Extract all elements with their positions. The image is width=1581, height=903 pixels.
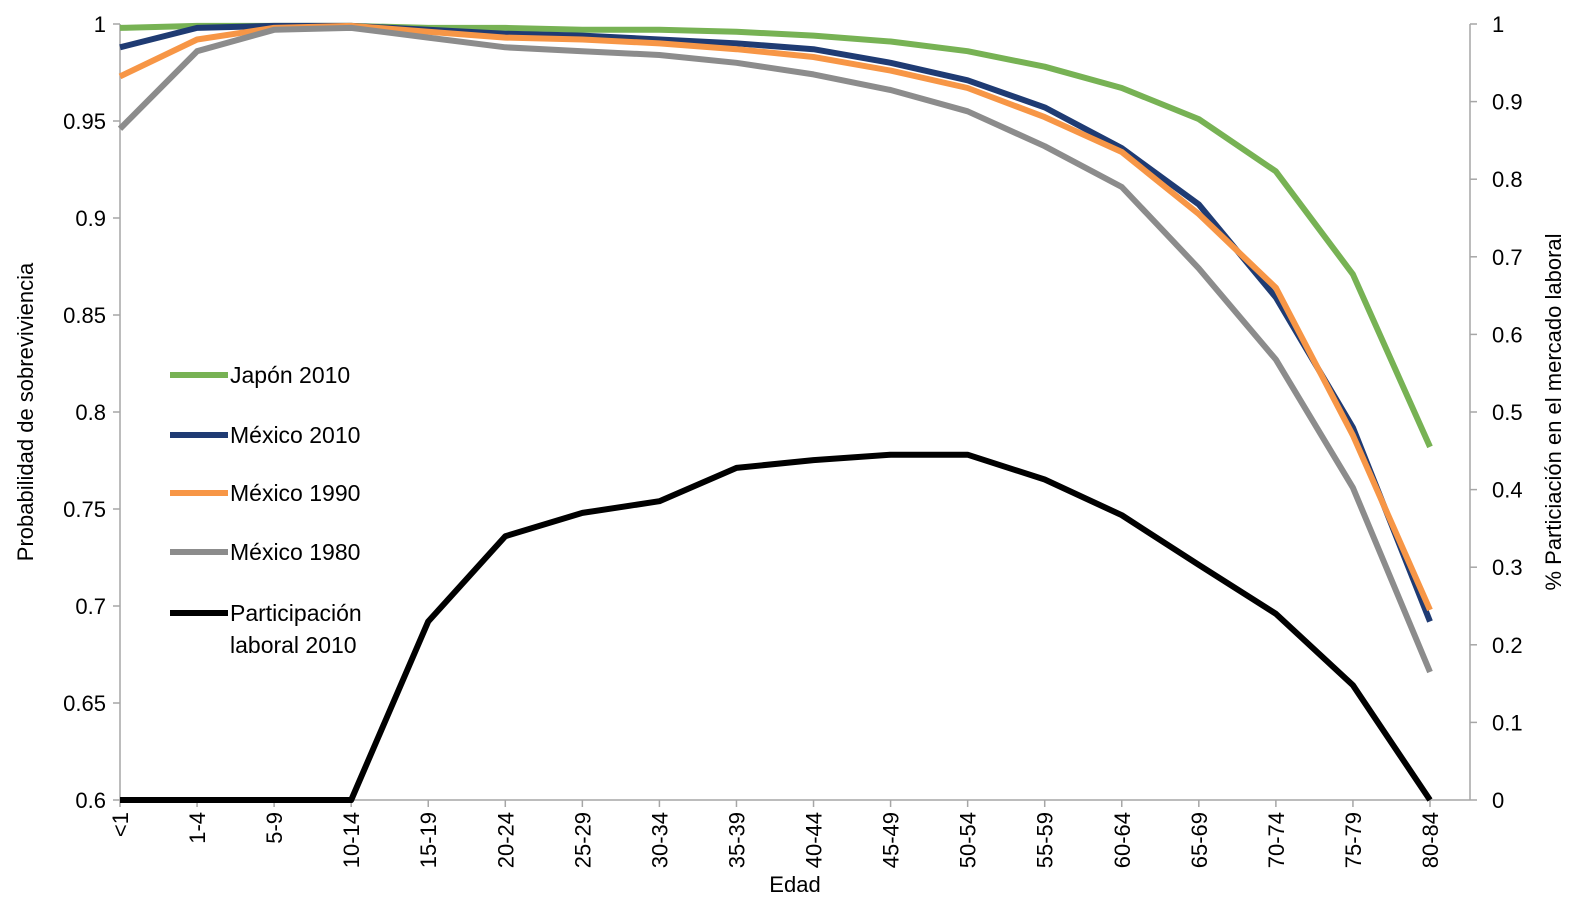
x-tick-label: 65-69 <box>1187 812 1212 868</box>
x-tick-label: 25-29 <box>570 812 595 868</box>
x-tick-label: 15-19 <box>416 812 441 868</box>
y2-tick-label: 0.9 <box>1492 90 1523 115</box>
x-tick-label: 70-74 <box>1264 812 1289 868</box>
y2-tick-label: 0.2 <box>1492 633 1523 658</box>
y2-axis-title: % Particiación en el mercado laboral <box>1541 233 1566 590</box>
series-line-1 <box>119 22 1433 623</box>
y-tick-label: 0.7 <box>75 594 106 619</box>
x-tick-label: 10-14 <box>339 812 364 868</box>
y2-tick-label: 0 <box>1492 788 1504 813</box>
legend-label: México 2010 <box>230 422 360 448</box>
y-tick-label: 0.65 <box>63 691 106 716</box>
y-tick-label: 1 <box>94 12 106 37</box>
y2-tick-label: 0.5 <box>1492 400 1523 425</box>
x-tick-label: 1-4 <box>185 812 210 844</box>
y-tick-label: 0.75 <box>63 497 106 522</box>
x-tick-label: 60-64 <box>1110 812 1135 868</box>
legend-label: Participación <box>230 600 362 626</box>
y2-tick-label: 1 <box>1492 12 1504 37</box>
y2-tick-label: 0.1 <box>1492 710 1523 735</box>
y2-tick-label: 0.3 <box>1492 555 1523 580</box>
legend-label: Japón 2010 <box>230 362 350 388</box>
y-axis-title: Probabilidad de sobreviviencia <box>13 262 38 561</box>
x-tick-label: 30-34 <box>647 812 672 868</box>
x-axis-title: Edad <box>769 872 820 897</box>
y-tick-label: 0.6 <box>75 788 106 813</box>
legend-label: México 1990 <box>230 480 360 506</box>
y-tick-label: 0.8 <box>75 400 106 425</box>
y-tick-label: 0.85 <box>63 303 106 328</box>
x-tick-label: 5-9 <box>262 812 287 844</box>
series-line-2 <box>118 22 1433 612</box>
x-tick-label: 75-79 <box>1341 812 1366 868</box>
y2-tick-label: 0.4 <box>1492 478 1523 503</box>
y2-tick-label: 0.6 <box>1492 322 1523 347</box>
y-tick-label: 0.95 <box>63 109 106 134</box>
x-tick-label: 40-44 <box>802 812 827 868</box>
x-tick-label: <1 <box>108 812 133 837</box>
series-line-4 <box>120 451 1433 803</box>
x-tick-label: 35-39 <box>724 812 749 868</box>
x-tick-label: 45-49 <box>879 812 904 868</box>
y2-tick-label: 0.8 <box>1492 167 1523 192</box>
y-tick-label: 0.9 <box>75 206 106 231</box>
x-tick-label: 80-84 <box>1418 812 1443 868</box>
legend-label: laboral 2010 <box>230 632 357 658</box>
series-line-3 <box>117 24 1433 674</box>
x-tick-label: 20-24 <box>493 812 518 868</box>
x-tick-label: 50-54 <box>956 812 981 868</box>
x-tick-label: 55-59 <box>1033 812 1058 868</box>
y2-tick-label: 0.7 <box>1492 245 1523 270</box>
legend-label: México 1980 <box>230 539 360 565</box>
